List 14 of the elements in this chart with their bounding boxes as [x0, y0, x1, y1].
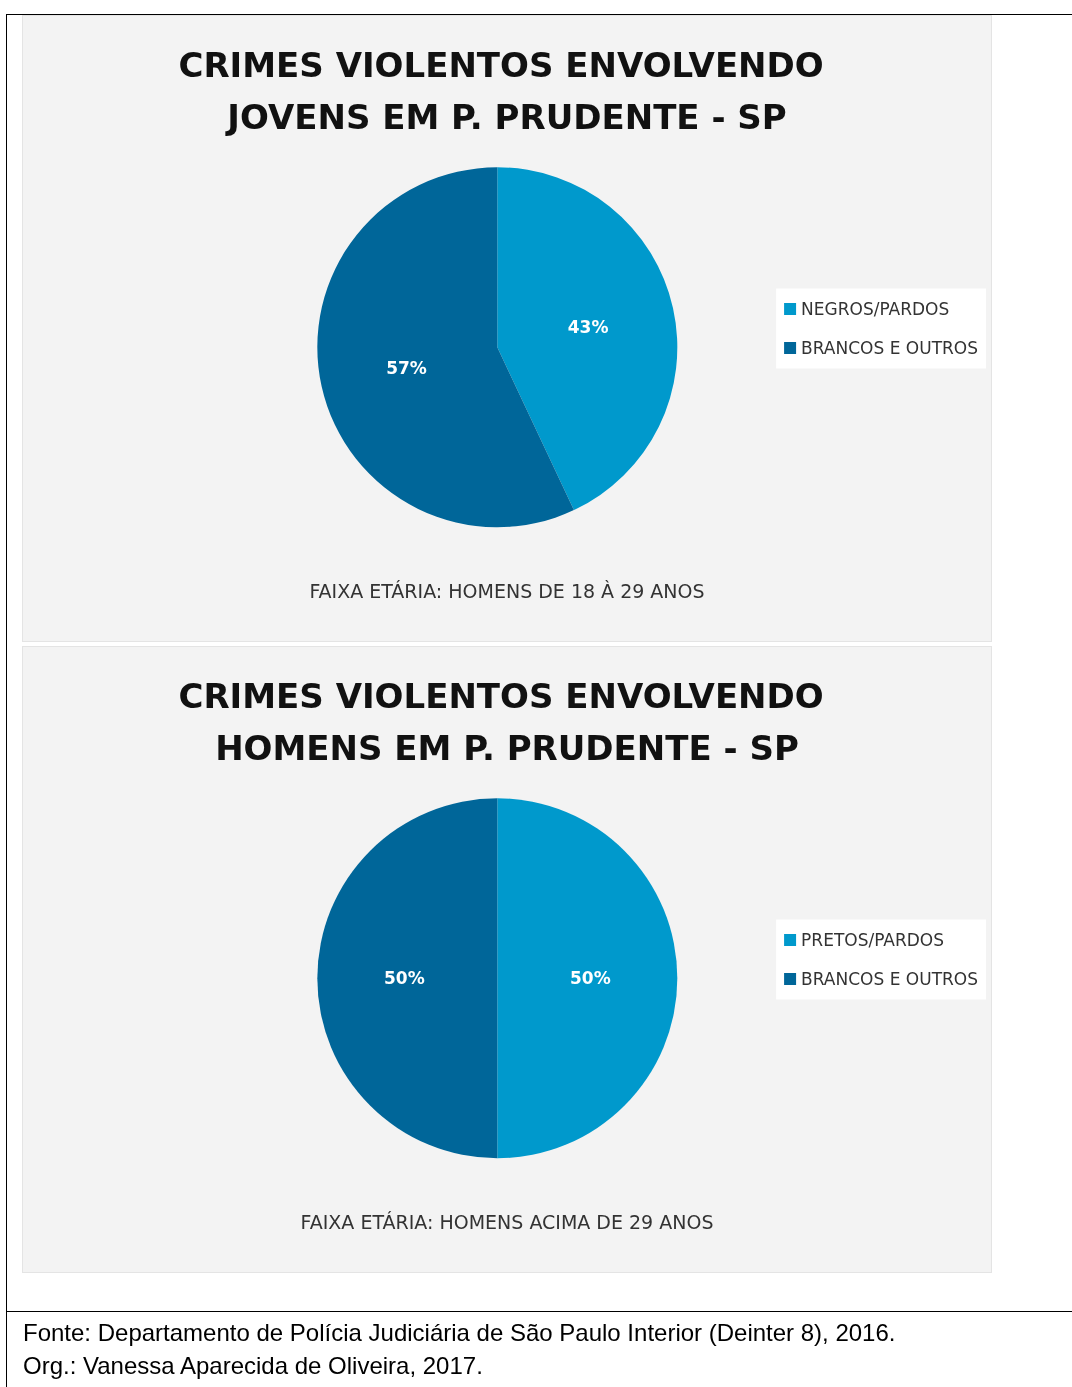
text: Org.: Vanessa Aparecida de Oliveira, 2017.: [23, 1351, 484, 1381]
legend-label: NEGROS/PARDOS: [801, 299, 950, 319]
data-label: 50%: [569, 968, 611, 989]
legend-label: PRETOS/PARDOS: [801, 930, 945, 950]
source-note: Fonte: Departamento de Polícia Judiciária de São Paulo Interior (Deinter 8), 2016.: [23, 1318, 897, 1348]
data-label: 50%: [383, 968, 425, 989]
legend-label: BRANCOS E OUTROS: [801, 969, 979, 989]
text: FAIXA ETÁRIA: HOMENS DE 18 À 29 ANOS: [309, 579, 705, 602]
chart-title: CRIMES VIOLENTOS ENVOLVENDO JOVENS EM P. PRUDENTE - SP: [178, 45, 836, 137]
data-label: 57%: [386, 357, 427, 378]
legend-label: BRANCOS E OUTROS: [801, 338, 979, 358]
chart-title: CRIMES VIOLENTOS ENVOLVENDO HOMENS EM P. PRUDENTE - SP: [178, 676, 836, 768]
data-label: 43%: [567, 316, 609, 337]
text: FAIXA ETÁRIA: HOMENS ACIMA DE 29 ANOS: [300, 1210, 714, 1233]
